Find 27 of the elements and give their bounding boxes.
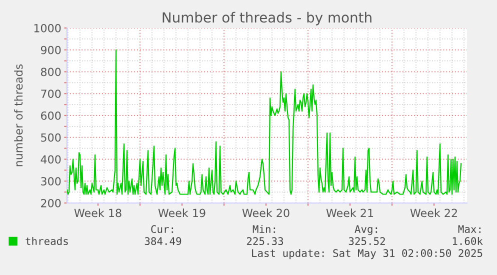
text: Cur:: [151, 225, 174, 234]
x-tick-label: Week 22: [410, 208, 457, 218]
text: 225.33: [246, 237, 284, 246]
y-tick-label: 300: [41, 177, 61, 186]
y-tick-label: 900: [40, 46, 61, 54]
y-tick-label: 400: [40, 155, 61, 164]
y-tick-label: 1000: [34, 24, 61, 32]
text: Last update: Sat May 31 02:00:50 2025: [252, 248, 482, 260]
line-series: [67, 49, 462, 195]
y-tick-label: 200: [41, 198, 61, 208]
x-tick-label: Week 21: [326, 208, 374, 218]
y-tick-label: 600: [41, 111, 61, 120]
y-tick-label: 700: [41, 90, 61, 98]
y-axis-title: number of threads: [14, 64, 23, 166]
x-tick-label: Week 20: [242, 208, 290, 218]
y-tick-label: 500: [41, 133, 61, 142]
x-tick-label: Week 19: [158, 208, 206, 218]
text: 1.60k: [452, 236, 483, 246]
text: Min:: [252, 224, 276, 233]
text: Max:: [458, 225, 480, 234]
legend-label: threads: [26, 236, 68, 246]
text: 325.52: [348, 237, 385, 246]
y-tick-label: 800: [40, 68, 61, 76]
text: 384.49: [144, 237, 182, 246]
x-tick-label: Week 18: [74, 208, 122, 218]
chart-title: Number of threads - by month: [162, 12, 372, 26]
text: Avg:: [354, 225, 378, 236]
